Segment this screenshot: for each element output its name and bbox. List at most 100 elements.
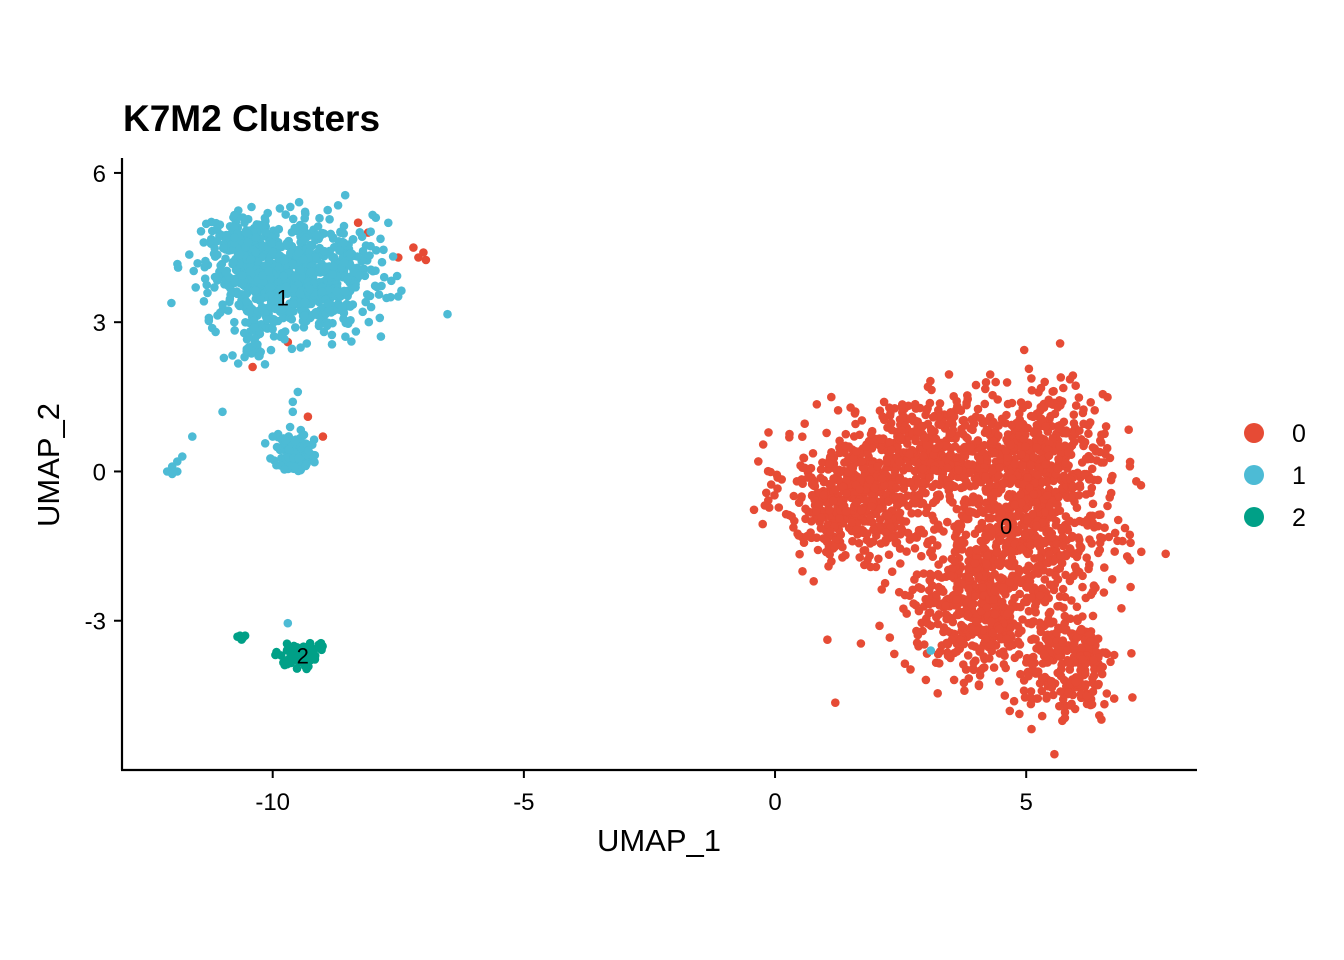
point-cluster-0 [910,544,920,553]
point-cluster-0 [816,465,826,474]
point-cluster-1 [216,261,225,270]
point-cluster-0 [1071,381,1080,391]
point-cluster-0 [1033,539,1042,549]
point-cluster-0 [995,463,1004,473]
point-cluster-0 [950,556,959,566]
point-cluster-0 [1027,724,1036,734]
point-cluster-0 [1161,549,1170,559]
point-cluster-0 [1021,442,1030,451]
point-cluster-0 [874,554,883,564]
point-cluster-0 [1020,422,1030,432]
point-cluster-0 [955,525,965,534]
point-cluster-0 [1100,699,1109,709]
point-cluster-0 [1058,584,1068,594]
point-cluster-1 [251,247,261,257]
point-cluster-1 [269,332,279,341]
point-cluster-1 [361,297,371,307]
legend: 0 1 2 [1244,420,1306,532]
legend-label-0: 0 [1292,420,1306,448]
point-cluster-0 [1084,421,1093,430]
point-cluster-1 [365,291,375,301]
point-cluster-0 [987,646,996,656]
point-cluster-0 [1016,669,1025,679]
point-cluster-0 [967,641,977,650]
point-cluster-0 [1070,644,1079,654]
point-cluster-0 [1118,536,1127,546]
point-cluster-1 [296,265,305,275]
point-cluster-0 [831,536,840,545]
point-cluster-0 [988,628,998,638]
point-cluster-0 [971,617,981,626]
point-cluster-0 [754,457,763,466]
point-cluster-0 [903,491,912,501]
point-cluster-0 [1074,533,1083,542]
point-cluster-0 [1061,429,1071,438]
point-cluster-0 [1100,523,1109,532]
point-cluster-0 [1058,638,1068,647]
point-cluster-0 [922,406,931,416]
point-cluster-0 [908,585,917,595]
point-cluster-0 [1088,511,1097,521]
point-cluster-0 [819,477,829,487]
point-cluster-0 [976,505,986,515]
point-cluster-2 [314,640,324,650]
point-cluster-1 [339,286,349,296]
point-cluster-0 [995,514,1004,524]
point-cluster-0 [985,480,995,490]
point-cluster-0 [792,477,802,486]
point-cluster-0 [762,488,771,498]
point-cluster-0 [1068,371,1078,380]
point-cluster-0 [912,479,922,488]
point-cluster-1 [340,257,349,267]
point-cluster-0 [841,441,850,451]
point-cluster-1 [302,339,312,348]
point-cluster-0 [961,530,971,540]
point-cluster-0 [1000,651,1009,660]
y-tick-label: -3 [85,609,106,636]
point-cluster-1 [322,262,331,272]
point-cluster-0 [1024,364,1034,374]
point-cluster-0 [1051,571,1060,580]
point-cluster-0 [1014,650,1024,659]
point-cluster-0 [808,449,818,458]
y-axis-title: UMAP_2 [31,403,66,527]
point-cluster-0 [857,457,867,466]
point-cluster-0 [1034,553,1044,562]
point-cluster-1 [310,457,319,467]
point-cluster-0 [985,654,994,663]
point-cluster-0 [848,536,857,546]
point-cluster-0 [838,482,848,492]
point-cluster-0 [1019,686,1029,695]
point-cluster-1 [312,230,322,240]
x-tick-label: -5 [513,789,534,816]
point-cluster-0 [962,433,971,442]
point-cluster-0 [897,426,907,436]
point-cluster-0 [964,584,973,593]
point-cluster-0 [955,405,964,414]
point-cluster-1 [301,461,311,471]
point-cluster-1 [374,290,384,299]
point-cluster-1 [345,302,355,311]
point-cluster-0 [980,428,990,438]
point-cluster-0 [1026,687,1036,696]
point-cluster-1 [241,318,250,327]
point-cluster-0 [1007,420,1016,430]
point-cluster-1 [340,190,350,200]
point-cluster-0 [1035,618,1045,627]
point-cluster-0 [822,537,832,547]
point-cluster-0 [933,649,943,659]
point-cluster-0 [885,633,895,642]
point-cluster-0 [1074,393,1084,402]
point-cluster-0 [1061,570,1070,580]
point-cluster-0 [842,457,852,466]
point-cluster-0 [887,425,897,435]
point-cluster-0 [821,547,831,557]
point-cluster-1 [242,297,251,306]
point-cluster-2 [237,635,246,644]
point-cluster-0 [891,492,900,501]
point-cluster-0 [925,473,934,482]
point-cluster-0 [1059,383,1068,393]
point-cluster-1 [257,302,267,312]
point-cluster-0 [1072,552,1082,562]
point-cluster-0 [1085,535,1094,544]
